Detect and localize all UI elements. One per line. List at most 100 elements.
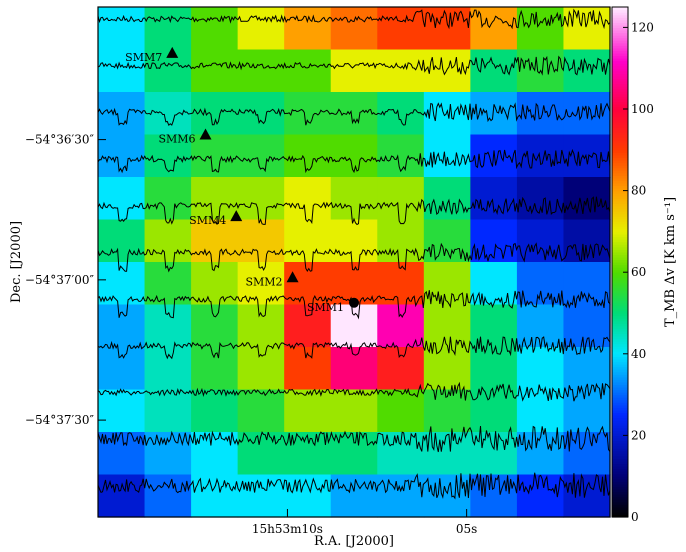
heatmap-cell: [191, 432, 239, 476]
source-label: SMM2: [245, 275, 282, 288]
colorbar-segment: [612, 193, 628, 197]
colorbar-segment: [612, 432, 628, 436]
colorbar-tick-label: 100: [631, 102, 654, 116]
heatmap-cell: [377, 347, 425, 391]
heatmap-cell: [516, 134, 565, 178]
y-tick-label: −54°37′30″: [25, 413, 95, 427]
colorbar-segment: [612, 292, 628, 296]
colorbar-segment: [612, 149, 628, 153]
colorbar-segment: [612, 160, 628, 164]
heatmap-cell: [237, 389, 285, 433]
heatmap-cell: [330, 389, 378, 433]
colorbar-segment: [612, 131, 628, 136]
colorbar-segment: [612, 251, 628, 255]
colorbar-tick-label: 20: [631, 428, 646, 442]
colorbar-segment: [612, 422, 628, 426]
colorbar-segment: [612, 282, 628, 286]
heatmap-cell: [284, 219, 332, 263]
colorbar-segment: [612, 290, 628, 294]
colorbar-segment: [612, 274, 628, 278]
heatmap-cell: [284, 262, 332, 306]
colorbar-segment: [612, 198, 628, 202]
heatmap-cell: [144, 304, 192, 348]
colorbar-segment: [612, 188, 628, 192]
colorbar-segment: [612, 116, 628, 120]
colorbar-segment: [612, 287, 628, 291]
colorbar-segment: [612, 103, 628, 108]
colorbar-segment: [612, 440, 628, 444]
colorbar-segment: [612, 379, 628, 383]
colorbar-segment: [612, 371, 628, 375]
colorbar-segment: [612, 262, 628, 266]
colorbar-segment: [612, 14, 628, 18]
colorbar-segment: [612, 249, 628, 253]
colorbar-segment: [612, 415, 628, 419]
colorbar-segment: [612, 494, 628, 498]
heatmap-cell: [98, 219, 146, 263]
heatmap-cell: [470, 347, 518, 391]
colorbar-segment: [612, 32, 628, 36]
source-marker: [199, 128, 212, 140]
heatmap-cell: [377, 262, 425, 306]
colorbar-label: T_MB Δv [K km s⁻¹]: [663, 197, 678, 327]
heatmap-cell: [284, 304, 332, 348]
heatmap-cell: [423, 7, 471, 51]
colorbar-tick-label: 60: [631, 265, 646, 279]
heatmap-cell: [237, 474, 285, 518]
heatmap-cell: [377, 49, 425, 93]
colorbar-segment: [612, 256, 628, 261]
heatmap-cell: [516, 219, 565, 263]
colorbar-segment: [612, 394, 628, 398]
colorbar-segment: [612, 83, 628, 87]
heatmap-cell: [237, 134, 285, 178]
colorbar-segment: [612, 496, 628, 500]
colorbar-segment: [612, 109, 628, 113]
heatmap-cell: [470, 92, 518, 136]
heatmap-cell: [563, 389, 611, 433]
colorbar-segment: [612, 302, 628, 306]
colorbar-segment: [612, 91, 628, 95]
colorbar-segment: [612, 106, 628, 110]
colorbar-segment: [612, 463, 628, 467]
colorbar-segment: [612, 435, 628, 439]
colorbar-segment: [612, 165, 628, 169]
colorbar-segment: [612, 343, 628, 347]
colorbar-segment: [612, 195, 628, 199]
colorbar-segment: [612, 328, 628, 332]
colorbar-segment: [612, 412, 628, 416]
colorbar-segment: [612, 185, 628, 189]
colorbar-segment: [612, 216, 628, 220]
heatmap-cell: [98, 49, 146, 93]
colorbar-segment: [612, 177, 628, 181]
colorbar-segment: [612, 70, 628, 74]
colorbar-segment: [612, 402, 628, 406]
colorbar-segment: [612, 399, 628, 403]
colorbar-segment: [612, 269, 628, 273]
colorbar-segment: [612, 213, 628, 217]
colorbar-segment: [612, 129, 628, 133]
colorbar-segment: [612, 407, 628, 411]
axes: 15h53m10s 05s −54°36′30″ −54°37′00″ −54°37′3…: [25, 133, 477, 536]
colorbar-segment: [612, 22, 628, 26]
heatmap-cell: [191, 389, 239, 433]
spectrum-trace: [97, 55, 611, 76]
heatmap-cell: [144, 7, 192, 51]
heatmap-cell: [284, 389, 332, 433]
colorbar-segment: [612, 40, 628, 44]
x-tick-label: 05s: [456, 522, 477, 536]
colorbar-segment: [612, 504, 628, 508]
heatmap-cell: [423, 347, 471, 391]
colorbar-segment: [612, 93, 628, 97]
colorbar-segment: [612, 427, 628, 431]
colorbar-segment: [612, 73, 628, 77]
colorbar-segment: [612, 60, 628, 64]
colorbar-segment: [612, 509, 628, 513]
heatmap-cell: [98, 177, 146, 221]
colorbar-segment: [612, 182, 628, 187]
heatmap-cell: [191, 49, 239, 93]
colorbar-segment: [612, 27, 628, 31]
colorbar-segment: [612, 488, 628, 493]
heatmap-cell: [516, 177, 565, 221]
colorbar-segment: [612, 361, 628, 365]
